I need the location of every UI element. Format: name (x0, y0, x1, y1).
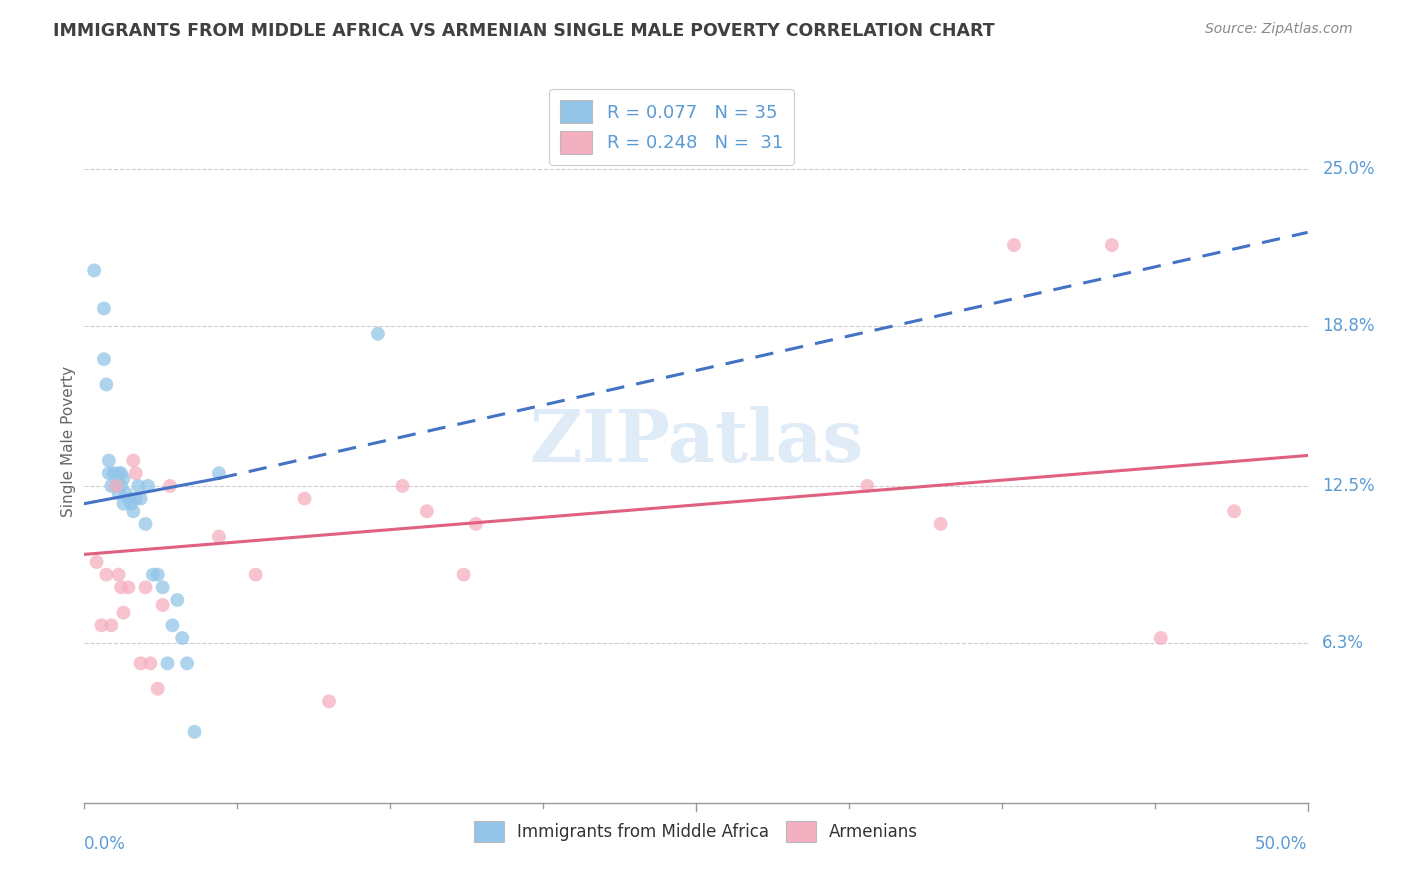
Point (93, 352, 115, 367)
Point (90, 618, 112, 632)
Point (367, 326, 389, 341)
Point (142, 567, 165, 582)
Point (122, 504, 145, 518)
Point (245, 567, 267, 582)
Text: 0.0%: 0.0% (84, 835, 127, 854)
Point (86, 555, 108, 569)
Point (146, 681, 169, 696)
Point (105, 479, 128, 493)
Point (103, 467, 125, 481)
Point (129, 491, 152, 506)
Point (125, 467, 148, 481)
Point (1002, 238, 1025, 252)
Point (125, 491, 148, 506)
Text: Source: ZipAtlas.com: Source: ZipAtlas.com (1205, 22, 1353, 37)
Text: ZIPatlas: ZIPatlas (529, 406, 863, 477)
Point (83, 263, 105, 277)
Point (97, 467, 120, 481)
Point (391, 479, 413, 493)
Point (136, 479, 159, 493)
Point (166, 593, 188, 607)
Point (107, 467, 129, 481)
Point (176, 657, 198, 671)
Point (120, 497, 142, 511)
Point (318, 694, 340, 708)
Point (100, 479, 122, 493)
Point (156, 657, 179, 671)
Point (152, 580, 174, 594)
Point (1223, 504, 1246, 518)
Point (1150, 631, 1173, 645)
Point (110, 479, 132, 493)
Text: 50.0%: 50.0% (1256, 835, 1308, 854)
Text: 25.0%: 25.0% (1322, 160, 1375, 178)
Point (135, 580, 157, 594)
Point (96, 377, 118, 392)
Y-axis label: Single Male Poverty: Single Male Poverty (60, 366, 76, 517)
Point (162, 618, 184, 632)
Point (208, 530, 231, 544)
Point (97, 453, 120, 467)
Point (127, 479, 149, 493)
Point (464, 516, 486, 531)
Point (139, 657, 162, 671)
Point (129, 657, 152, 671)
Text: 18.8%: 18.8% (1322, 318, 1375, 335)
Point (1101, 238, 1123, 252)
Point (208, 467, 231, 481)
Point (117, 491, 139, 506)
Point (183, 724, 205, 739)
Text: 6.3%: 6.3% (1322, 634, 1364, 652)
Point (146, 567, 169, 582)
Point (112, 606, 135, 620)
Point (112, 497, 135, 511)
Point (107, 567, 129, 582)
Point (93, 301, 115, 316)
Point (453, 567, 475, 582)
Point (172, 631, 194, 645)
Point (115, 486, 138, 500)
Point (416, 504, 439, 518)
Point (110, 580, 132, 594)
Point (112, 471, 135, 485)
Point (122, 453, 145, 467)
Text: 12.5%: 12.5% (1322, 477, 1375, 495)
Point (159, 479, 181, 493)
Point (110, 467, 132, 481)
Point (96, 567, 118, 582)
Point (135, 516, 157, 531)
Point (294, 491, 316, 506)
Point (856, 479, 879, 493)
Point (105, 479, 128, 493)
Point (107, 486, 129, 500)
Point (152, 598, 174, 612)
Point (117, 580, 139, 594)
Point (100, 618, 122, 632)
Legend: Immigrants from Middle Africa, Armenians: Immigrants from Middle Africa, Armenians (467, 814, 925, 848)
Text: IMMIGRANTS FROM MIDDLE AFRICA VS ARMENIAN SINGLE MALE POVERTY CORRELATION CHART: IMMIGRANTS FROM MIDDLE AFRICA VS ARMENIA… (53, 22, 995, 40)
Point (929, 516, 952, 531)
